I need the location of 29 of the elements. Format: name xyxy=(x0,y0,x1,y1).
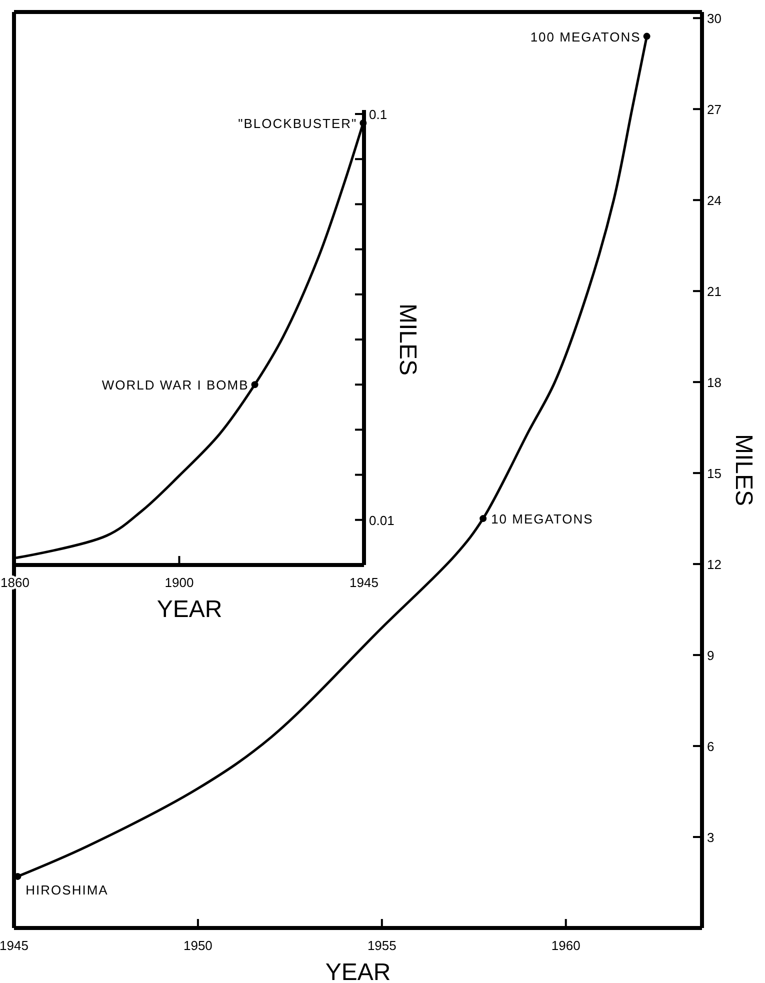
y-tick-label: 0.1 xyxy=(369,107,388,122)
annotation: "BLOCKBUSTER" xyxy=(238,116,358,132)
x-tick-label: 1955 xyxy=(367,938,396,953)
y-tick-label: 24 xyxy=(707,193,722,208)
y-tick-label: 3 xyxy=(707,830,714,846)
x-axis-title: YEAR xyxy=(156,596,222,623)
y-tick-label: 15 xyxy=(707,466,722,482)
y-tick-label: 12 xyxy=(707,557,722,572)
x-tick-label: 1945 xyxy=(0,938,28,953)
point xyxy=(643,32,650,40)
annotation: WORLD WAR I BOMB xyxy=(102,378,249,393)
y-axis-title: MILES xyxy=(394,303,421,376)
y-tick-label: 9 xyxy=(707,648,714,664)
x-axis-title: YEAR xyxy=(325,959,391,983)
y-tick-label: 0.01 xyxy=(369,512,394,528)
x-tick-label: 1945 xyxy=(350,575,378,590)
x-tick-label: 1900 xyxy=(164,575,194,590)
annotation: 100 MEGATONS xyxy=(530,29,641,44)
annotation: 10 MEGATONS xyxy=(491,512,594,527)
x-tick-label: 1950 xyxy=(183,938,212,953)
y-tick-label: 6 xyxy=(707,739,714,754)
y-tick-label: 27 xyxy=(707,102,722,118)
y-tick-label: 30 xyxy=(707,11,722,26)
point xyxy=(480,515,487,522)
y-axis-title: MILES xyxy=(730,434,757,506)
x-tick-label: 1960 xyxy=(551,938,580,953)
y-tick-label: 21 xyxy=(707,284,722,300)
annotation: HIROSHIMA xyxy=(26,882,108,898)
y-tick-label: 18 xyxy=(707,375,722,390)
